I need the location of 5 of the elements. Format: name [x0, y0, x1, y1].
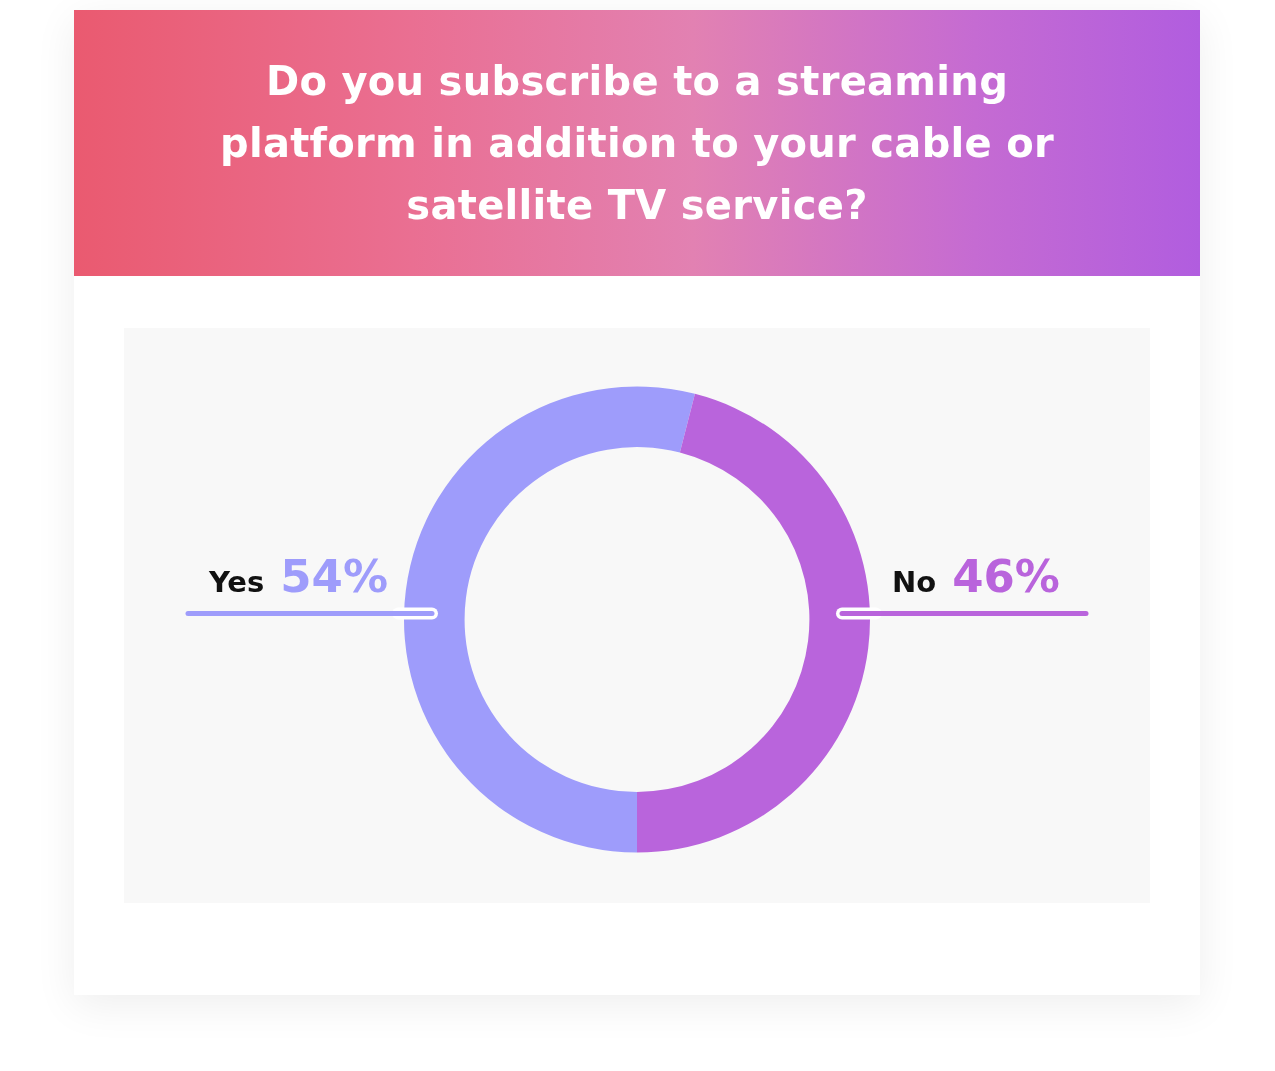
data-label: 54%	[280, 549, 388, 603]
slice-label: Yes	[208, 564, 265, 599]
slice-label: No	[892, 564, 937, 599]
data-label: 46%	[952, 549, 1060, 603]
chart-title: Do you subscribe to a streaming platform in addition to your cable or satellite TV service?	[218, 57, 1056, 230]
